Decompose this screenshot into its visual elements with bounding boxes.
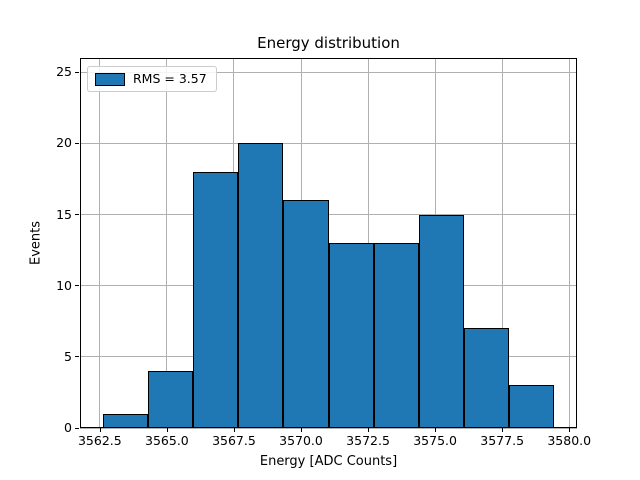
- y-axis-label: Events: [28, 220, 44, 266]
- h-gridline: [80, 427, 577, 429]
- y-tick-mark: [75, 356, 79, 358]
- y-tick-label: 0: [64, 420, 72, 435]
- x-tick-label: 3575.0: [413, 433, 457, 448]
- y-tick-mark: [75, 142, 79, 144]
- histogram-bar: [419, 214, 465, 428]
- x-tick-mark: [301, 428, 302, 432]
- x-tick-mark: [569, 428, 571, 432]
- y-tick-label: 10: [56, 277, 72, 293]
- legend-label: RMS = 3.57: [133, 71, 207, 86]
- y-tick-label: 25: [56, 64, 72, 80]
- x-tick-label: 3577.5: [480, 433, 525, 448]
- y-tick-mark: [75, 285, 79, 287]
- legend-color-patch: [95, 72, 125, 86]
- x-tick-label: 3580.0: [547, 433, 592, 448]
- x-tick-label: 3567.5: [212, 433, 256, 448]
- x-axis-label: Energy [ADC Counts]: [259, 454, 398, 469]
- x-tick-mark: [99, 428, 101, 432]
- v-gridline: [99, 58, 101, 428]
- histogram-bar: [283, 200, 329, 428]
- histogram-bar: [328, 243, 374, 428]
- histogram-bar: [509, 385, 555, 428]
- y-tick-label: 5: [64, 348, 72, 364]
- x-tick-mark: [233, 428, 235, 432]
- y-tick-mark: [75, 427, 79, 429]
- histogram-bar: [373, 243, 419, 428]
- y-tick-label: 20: [56, 135, 72, 151]
- v-gridline: [568, 58, 570, 428]
- histogram-bar: [102, 413, 148, 428]
- legend: RMS = 3.57: [87, 66, 217, 92]
- h-gridline: [80, 71, 577, 73]
- x-tick-mark: [368, 428, 370, 432]
- histogram-bar: [192, 171, 239, 428]
- plot-area: RMS = 3.57: [80, 58, 577, 429]
- histogram-bar: [464, 328, 510, 428]
- v-gridline: [166, 58, 168, 428]
- x-tick-mark: [435, 428, 437, 432]
- v-gridline: [501, 58, 503, 428]
- x-tick-label: 3572.5: [346, 433, 390, 448]
- x-tick-label: 3570.0: [279, 433, 323, 448]
- x-tick-label: 3562.5: [77, 433, 122, 448]
- x-tick-mark: [502, 428, 504, 432]
- chart-title: Energy distribution: [257, 34, 400, 52]
- y-tick-mark: [75, 71, 79, 73]
- histogram-bar: [238, 143, 284, 428]
- y-tick-mark: [75, 214, 79, 216]
- x-tick-mark: [166, 428, 168, 432]
- histogram-bar: [147, 371, 193, 428]
- h-gridline: [80, 142, 577, 144]
- x-tick-label: 3565.0: [145, 433, 189, 448]
